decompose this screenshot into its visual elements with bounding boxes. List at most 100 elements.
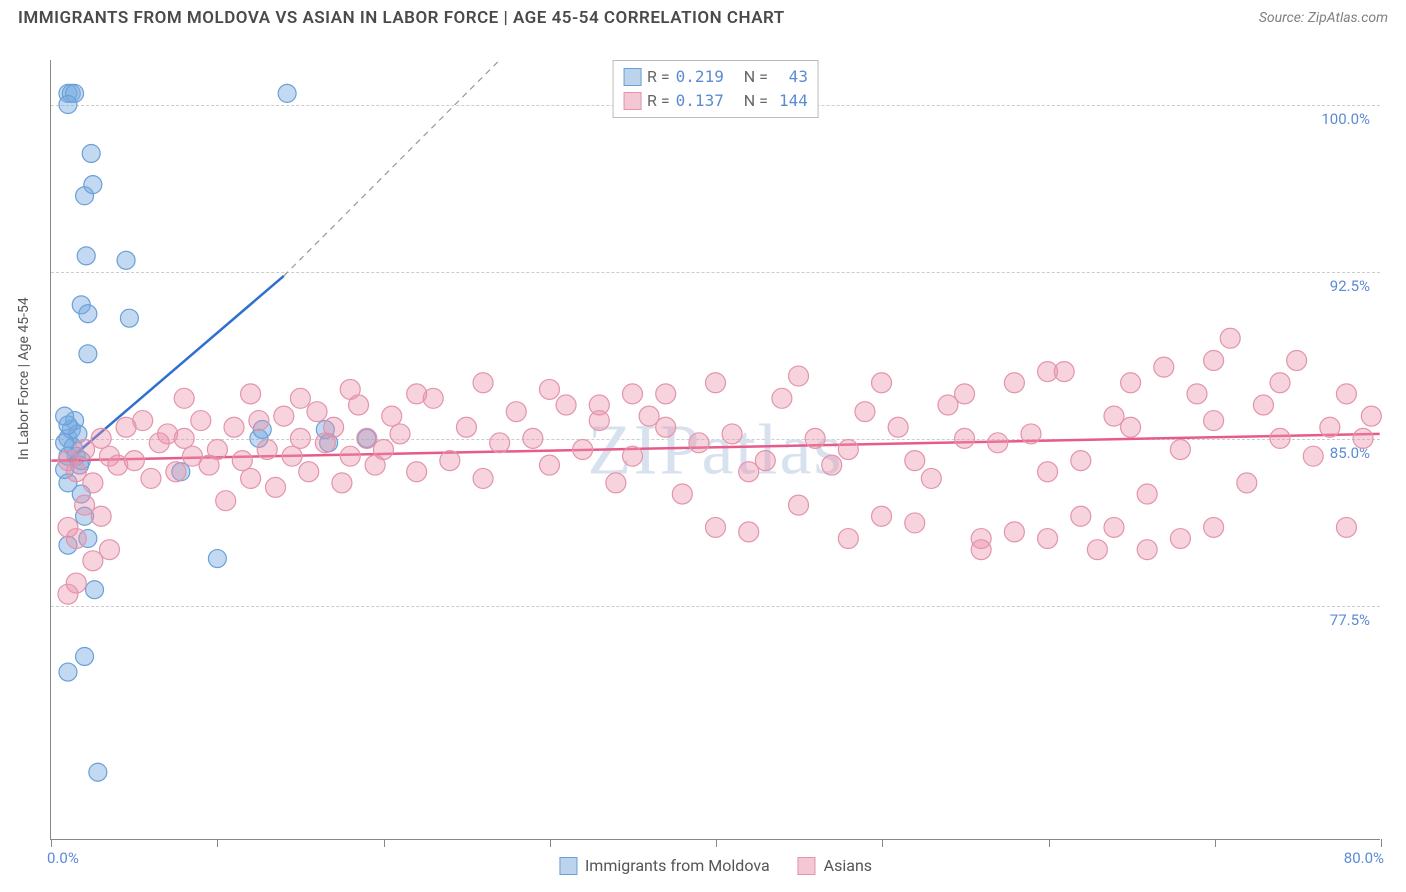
data-point — [473, 373, 493, 393]
data-point — [872, 373, 892, 393]
data-point — [257, 440, 277, 460]
data-point — [689, 433, 709, 453]
data-point — [1270, 373, 1290, 393]
data-point — [1204, 517, 1224, 537]
data-point — [79, 305, 97, 323]
data-point — [1353, 428, 1373, 448]
data-point — [91, 506, 111, 526]
data-point — [672, 484, 692, 504]
data-point — [971, 540, 991, 560]
data-point — [606, 473, 626, 493]
plot-area: ZIPatlas R = 0.219 N = 43 R = 0.137 N = … — [50, 60, 1380, 840]
x-tick — [384, 839, 385, 847]
x-end-label: 80.0% — [1344, 849, 1384, 867]
data-point — [166, 462, 186, 482]
chart-title: IMMIGRANTS FROM MOLDOVA VS ASIAN IN LABO… — [18, 8, 785, 28]
source-name: ZipAtlas.com — [1308, 10, 1388, 26]
legend-row-series-1: R = 0.137 N = 144 — [623, 89, 808, 113]
legend-R-label: R = — [647, 89, 670, 113]
data-point — [1071, 451, 1091, 471]
data-point — [274, 406, 294, 426]
data-point — [988, 433, 1008, 453]
x-tick — [217, 839, 218, 847]
data-point — [76, 648, 94, 666]
data-point — [755, 451, 775, 471]
data-point — [490, 433, 510, 453]
data-point — [79, 345, 97, 363]
data-point — [282, 446, 302, 466]
data-point — [905, 451, 925, 471]
x-start-label: 0.0% — [47, 849, 79, 867]
x-tick — [1381, 839, 1382, 847]
data-point — [539, 379, 559, 399]
data-point — [573, 440, 593, 460]
data-point — [872, 506, 892, 526]
data-point — [772, 388, 792, 408]
legend-N-value-0: 43 — [774, 65, 808, 89]
data-point — [1204, 350, 1224, 370]
data-point — [1004, 373, 1024, 393]
data-point — [656, 384, 676, 404]
data-point — [290, 388, 310, 408]
data-point — [174, 388, 194, 408]
legend-N-value-1: 144 — [774, 89, 808, 113]
legend-N-label: N = — [744, 89, 768, 113]
data-point — [622, 384, 642, 404]
data-point — [241, 468, 261, 488]
data-point — [249, 411, 269, 431]
data-point — [332, 473, 352, 493]
x-tick — [716, 839, 717, 847]
data-point — [1336, 384, 1356, 404]
data-point — [1187, 384, 1207, 404]
data-point — [622, 446, 642, 466]
x-tick — [1049, 839, 1050, 847]
data-point — [216, 491, 236, 511]
data-point — [955, 384, 975, 404]
data-point — [407, 462, 427, 482]
data-point — [174, 428, 194, 448]
data-point — [539, 455, 559, 475]
data-point — [382, 406, 402, 426]
data-point — [589, 395, 609, 415]
data-point — [1087, 540, 1107, 560]
legend-R-value-0: 0.219 — [676, 65, 724, 89]
data-point — [1237, 473, 1257, 493]
data-point — [838, 529, 858, 549]
data-point — [1137, 484, 1157, 504]
data-point — [1253, 395, 1273, 415]
data-point — [739, 522, 759, 542]
legend-label-1: Asians — [824, 856, 872, 875]
data-point — [82, 144, 100, 162]
data-point — [1154, 357, 1174, 377]
legend-swatch-0 — [623, 68, 641, 86]
x-tick — [882, 839, 883, 847]
data-point — [1137, 540, 1157, 560]
data-point — [141, 468, 161, 488]
data-point — [1320, 417, 1340, 437]
data-point — [1270, 428, 1290, 448]
data-point — [208, 550, 226, 568]
data-point — [307, 402, 327, 422]
data-point — [340, 379, 360, 399]
data-point — [390, 424, 410, 444]
data-point — [278, 84, 296, 102]
data-point — [722, 424, 742, 444]
data-point — [523, 428, 543, 448]
data-point — [56, 407, 74, 425]
data-point — [1121, 373, 1141, 393]
legend-swatch-1b — [798, 857, 816, 875]
legend-swatch-0b — [559, 857, 577, 875]
data-point — [232, 451, 252, 471]
data-point — [191, 411, 211, 431]
legend-R-label: R = — [647, 65, 670, 89]
data-point — [556, 395, 576, 415]
data-point — [59, 663, 77, 681]
data-point — [805, 428, 825, 448]
chart-wrap: In Labor Force | Age 45-54 ZIPatlas R = … — [0, 40, 1406, 892]
data-point — [789, 495, 809, 515]
source-label: Source: — [1259, 10, 1308, 26]
data-point — [83, 473, 103, 493]
data-point — [855, 402, 875, 422]
data-point — [456, 417, 476, 437]
scatter-svg — [51, 60, 1380, 839]
